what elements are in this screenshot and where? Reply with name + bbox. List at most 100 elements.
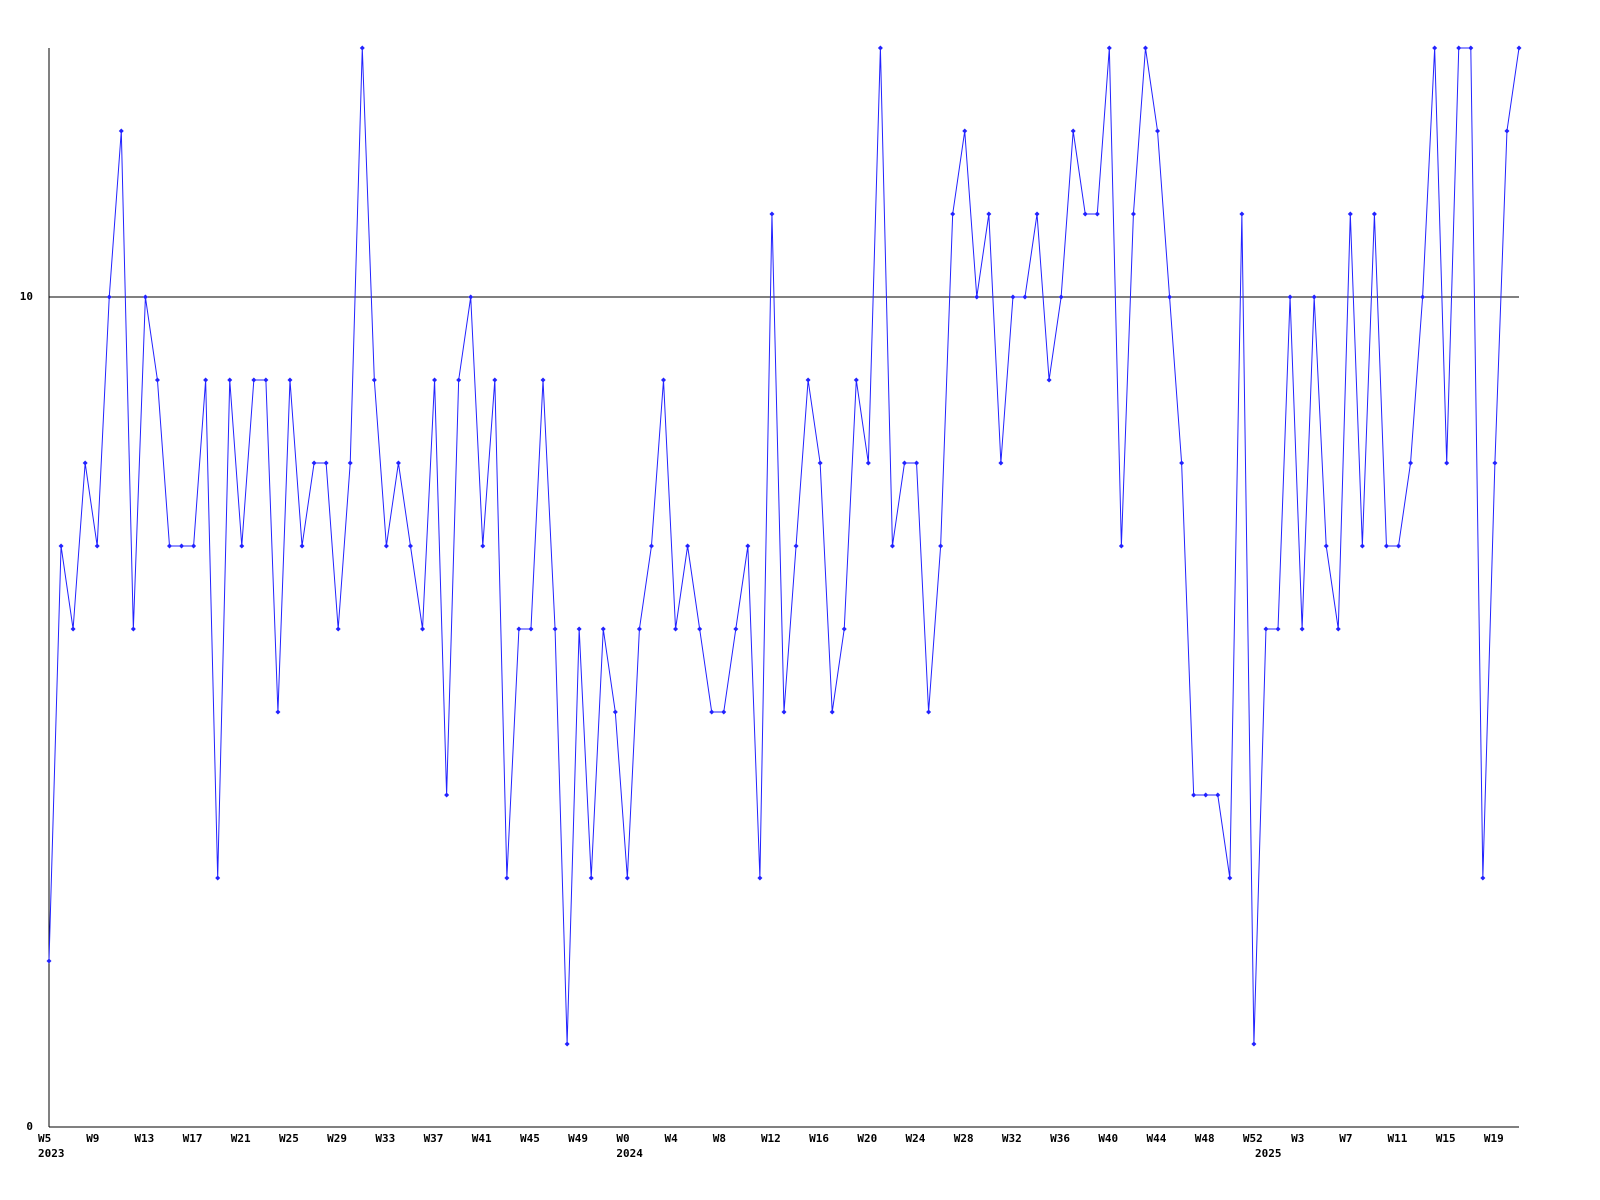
data-point bbox=[106, 294, 112, 300]
data-point bbox=[1480, 875, 1486, 881]
x-tick-label: W41 bbox=[472, 1132, 492, 1145]
x-tick-label: W9 bbox=[86, 1132, 99, 1145]
data-point bbox=[1203, 792, 1209, 798]
data-point bbox=[516, 626, 522, 632]
data-point bbox=[1142, 45, 1148, 51]
x-tick-label: W11 bbox=[1388, 1132, 1408, 1145]
data-point bbox=[1275, 626, 1281, 632]
data-point bbox=[745, 543, 751, 549]
x-tick-label: W32 bbox=[1002, 1132, 1022, 1145]
data-point bbox=[191, 543, 197, 549]
data-point bbox=[215, 875, 221, 881]
data-point bbox=[600, 626, 606, 632]
data-point bbox=[251, 377, 257, 383]
data-point bbox=[661, 377, 667, 383]
data-point bbox=[1516, 45, 1522, 51]
data-point bbox=[1118, 543, 1124, 549]
data-point bbox=[612, 709, 618, 715]
data-point bbox=[1251, 1041, 1257, 1047]
data-point bbox=[552, 626, 558, 632]
data-point bbox=[468, 294, 474, 300]
data-point bbox=[1058, 294, 1064, 300]
data-point bbox=[504, 875, 510, 881]
x-tick-label: W36 bbox=[1050, 1132, 1070, 1145]
data-point bbox=[1130, 211, 1136, 217]
data-point bbox=[492, 377, 498, 383]
data-point bbox=[648, 543, 654, 549]
x-tick-label: W17 bbox=[183, 1132, 203, 1145]
data-point bbox=[853, 377, 859, 383]
data-point bbox=[1504, 128, 1510, 134]
x-tick-label: W16 bbox=[809, 1132, 829, 1145]
data-point bbox=[311, 460, 317, 466]
data-point bbox=[323, 460, 329, 466]
data-point bbox=[1082, 211, 1088, 217]
data-point bbox=[1046, 377, 1052, 383]
x-tick-label: W44 bbox=[1147, 1132, 1167, 1145]
data-point bbox=[889, 543, 895, 549]
data-point bbox=[1155, 128, 1161, 134]
data-point bbox=[1167, 294, 1173, 300]
data-point bbox=[1010, 294, 1016, 300]
y-tick-label: 10 bbox=[20, 290, 33, 303]
data-point bbox=[877, 45, 883, 51]
data-point bbox=[1287, 294, 1293, 300]
data-point bbox=[793, 543, 799, 549]
x-tick-label: W12 bbox=[761, 1132, 781, 1145]
data-point bbox=[926, 709, 932, 715]
data-point bbox=[1371, 211, 1377, 217]
data-point bbox=[287, 377, 293, 383]
data-point bbox=[407, 543, 413, 549]
data-point bbox=[865, 460, 871, 466]
data-point bbox=[1239, 211, 1245, 217]
data-point bbox=[588, 875, 594, 881]
x-tick-label: W29 bbox=[327, 1132, 347, 1145]
x-tick-label: W20 bbox=[857, 1132, 877, 1145]
data-point bbox=[564, 1041, 570, 1047]
x-tick-label: W8 bbox=[713, 1132, 726, 1145]
data-point bbox=[769, 211, 775, 217]
x-tick-label: W25 bbox=[279, 1132, 299, 1145]
data-point bbox=[962, 128, 968, 134]
x-tick-label: W7 bbox=[1339, 1132, 1352, 1145]
data-point bbox=[1022, 294, 1028, 300]
data-point bbox=[70, 626, 76, 632]
data-point bbox=[395, 460, 401, 466]
data-point bbox=[239, 543, 245, 549]
data-point bbox=[1034, 211, 1040, 217]
data-point bbox=[841, 626, 847, 632]
data-point bbox=[1191, 792, 1197, 798]
data-point bbox=[203, 377, 209, 383]
data-point bbox=[94, 543, 100, 549]
data-point bbox=[624, 875, 630, 881]
x-tick-label: W45 bbox=[520, 1132, 540, 1145]
data-point bbox=[359, 45, 365, 51]
x-tick-label: W52 bbox=[1243, 1132, 1263, 1145]
data-point bbox=[275, 709, 281, 715]
x-tick-label: W40 bbox=[1098, 1132, 1118, 1145]
data-point bbox=[914, 460, 920, 466]
data-point bbox=[986, 211, 992, 217]
data-point bbox=[974, 294, 980, 300]
data-point bbox=[154, 377, 160, 383]
data-point bbox=[817, 460, 823, 466]
data-point bbox=[1468, 45, 1474, 51]
data-point bbox=[335, 626, 341, 632]
data-point bbox=[166, 543, 172, 549]
data-point bbox=[1347, 211, 1353, 217]
data-point bbox=[480, 543, 486, 549]
year-label: 2023 bbox=[38, 1147, 65, 1160]
data-point bbox=[1396, 543, 1402, 549]
data-point bbox=[130, 626, 136, 632]
data-line bbox=[48, 47, 1520, 1045]
data-point bbox=[576, 626, 582, 632]
data-point bbox=[383, 543, 389, 549]
data-point bbox=[1179, 460, 1185, 466]
x-tick-label: W33 bbox=[375, 1132, 395, 1145]
data-point bbox=[444, 792, 450, 798]
x-tick-label: W15 bbox=[1436, 1132, 1456, 1145]
data-point bbox=[420, 626, 426, 632]
data-point bbox=[733, 626, 739, 632]
x-tick-label: W5 bbox=[38, 1132, 51, 1145]
